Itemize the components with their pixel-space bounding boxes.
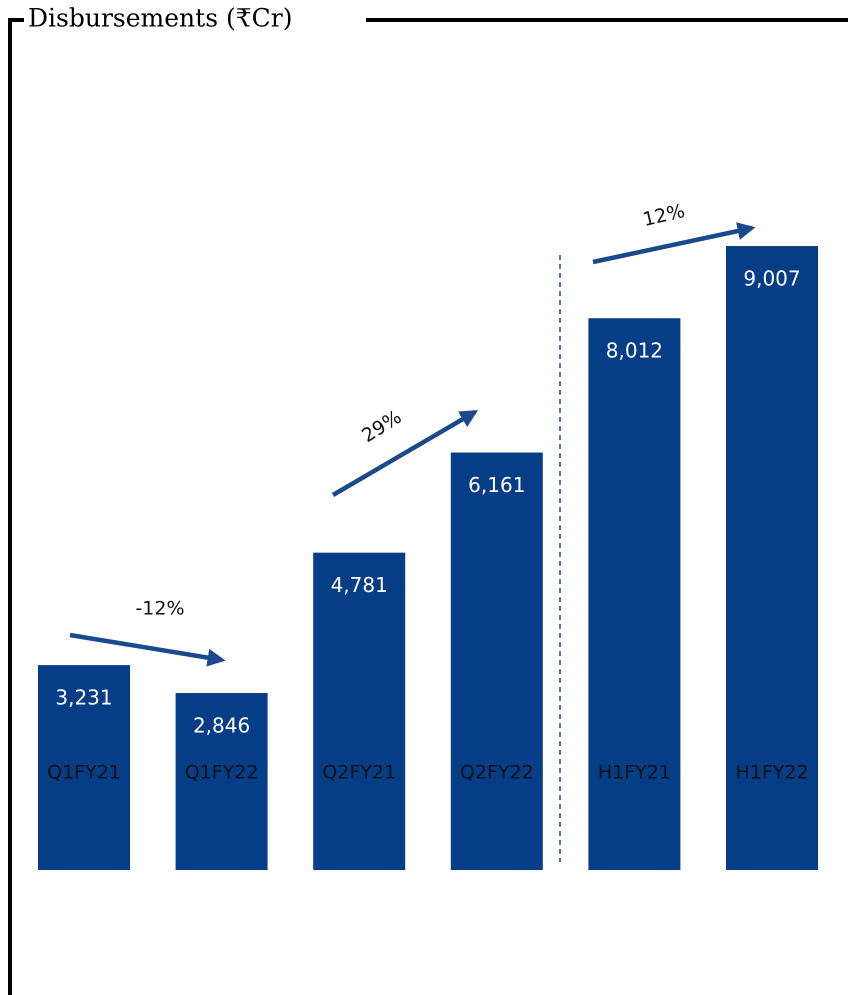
value-label: 9,007	[743, 267, 800, 291]
chart-title: Disbursements (₹Cr)	[28, 4, 292, 33]
bar	[313, 552, 406, 870]
bar	[588, 318, 681, 870]
value-label: 8,012	[606, 339, 663, 363]
growth-label: -12%	[135, 598, 184, 620]
growth-label: 29%	[358, 406, 405, 447]
bar	[175, 693, 268, 870]
value-label: 6,161	[468, 473, 525, 497]
frame-left	[8, 18, 24, 995]
growth-label: 12%	[641, 200, 687, 231]
value-label: 4,781	[331, 573, 388, 597]
value-label: 2,846	[193, 714, 250, 738]
x-tick-label: H1FY21	[598, 762, 671, 784]
x-tick-label: Q2FY22	[460, 762, 534, 784]
growth-arrow	[331, 410, 479, 497]
x-tick-label: Q1FY22	[185, 762, 259, 784]
value-label: 3,231	[55, 686, 112, 710]
growth-arrow	[592, 222, 756, 265]
bar	[726, 246, 818, 870]
x-tick-label: Q1FY21	[47, 762, 121, 784]
growth-arrow	[69, 632, 226, 667]
x-tick-label: Q2FY21	[322, 762, 396, 784]
x-tick-label: H1FY22	[735, 762, 808, 784]
bar	[38, 665, 130, 870]
bar	[450, 452, 543, 870]
